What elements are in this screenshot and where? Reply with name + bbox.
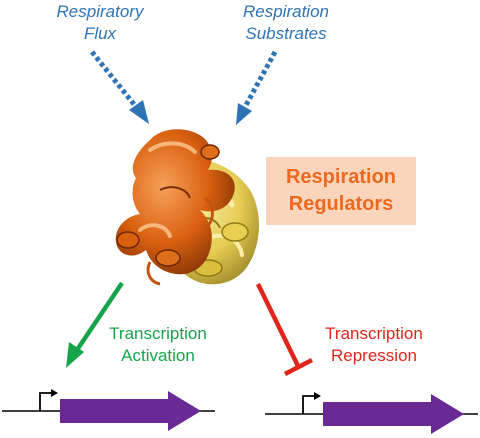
protein-structure-icon [115, 129, 259, 286]
gene-block-arrow-left [60, 391, 201, 431]
transcription-repression-label: Transcription Repression [312, 323, 436, 367]
promoter-bent-arrow-icon [302, 395, 315, 414]
repression-line-1: Transcription [325, 324, 423, 343]
regulators-line-1: Respiration [285, 166, 397, 188]
gene-block-arrow-right [323, 394, 464, 434]
respiration-regulators-box: Respiration Regulators [266, 157, 416, 225]
activation-line-1: Transcription [109, 324, 207, 343]
repressed-gene [265, 392, 478, 434]
repression-inhibitor [255, 283, 314, 376]
activation-arrow [66, 281, 124, 368]
activation-line-2: Activation [121, 346, 195, 365]
respiratory-flux-label: Respiratory Flux [42, 1, 158, 45]
promoter-bent-arrow-icon [39, 392, 52, 411]
respiration-substrates-label: Respiration Substrates [226, 1, 346, 45]
flux-input-arrow [90, 50, 149, 124]
regulators-line-2: Regulators [288, 193, 394, 215]
repression-line-2: Repression [331, 346, 417, 365]
respiration-substrates-line-1: Respiration [243, 2, 329, 21]
transcription-activation-label: Transcription Activation [96, 323, 220, 367]
activated-gene [2, 389, 215, 431]
respiratory-flux-line-2: Flux [83, 24, 117, 43]
respiration-substrates-line-2: Substrates [245, 24, 327, 43]
substrates-input-arrow [236, 50, 278, 125]
protein-orange-subunit [115, 129, 235, 286]
respiratory-flux-line-1: Respiratory [56, 2, 144, 21]
